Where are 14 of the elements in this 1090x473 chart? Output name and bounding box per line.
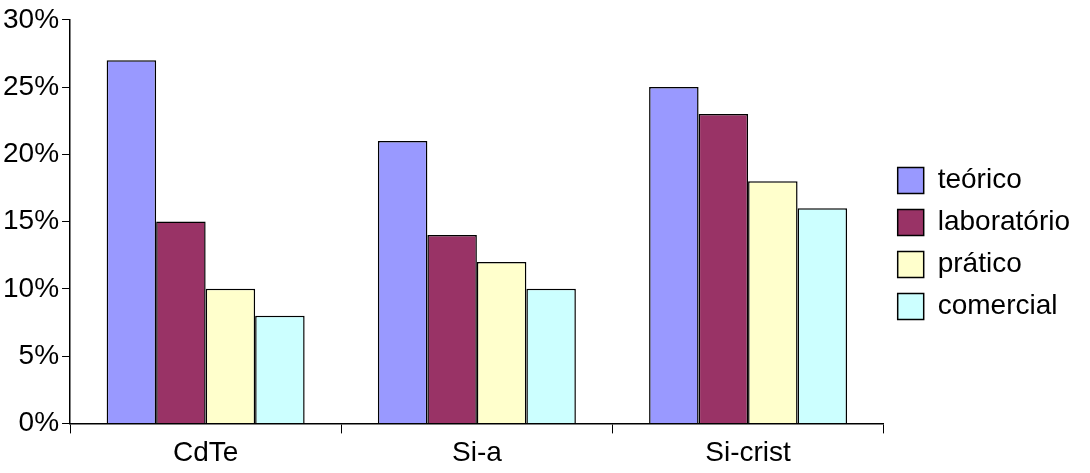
legend-label: prático xyxy=(937,247,1022,279)
y-tick-label: 10% xyxy=(2,271,60,303)
y-tick-label: 5% xyxy=(18,338,60,370)
legend-label: teórico xyxy=(937,163,1022,195)
y-tick-label: 25% xyxy=(2,69,60,101)
x-tick-label: Si-crist xyxy=(705,435,792,467)
legend-label: comercial xyxy=(937,289,1058,321)
y-tick-label: 0% xyxy=(18,406,60,438)
y-tick-label: 30% xyxy=(2,2,60,34)
y-tick-label: 15% xyxy=(2,204,60,236)
y-tick-label: 20% xyxy=(2,137,60,169)
x-tick-label: CdTe xyxy=(172,435,239,467)
legend-label: laboratório xyxy=(937,205,1071,237)
x-tick-label: Si-a xyxy=(451,435,503,467)
